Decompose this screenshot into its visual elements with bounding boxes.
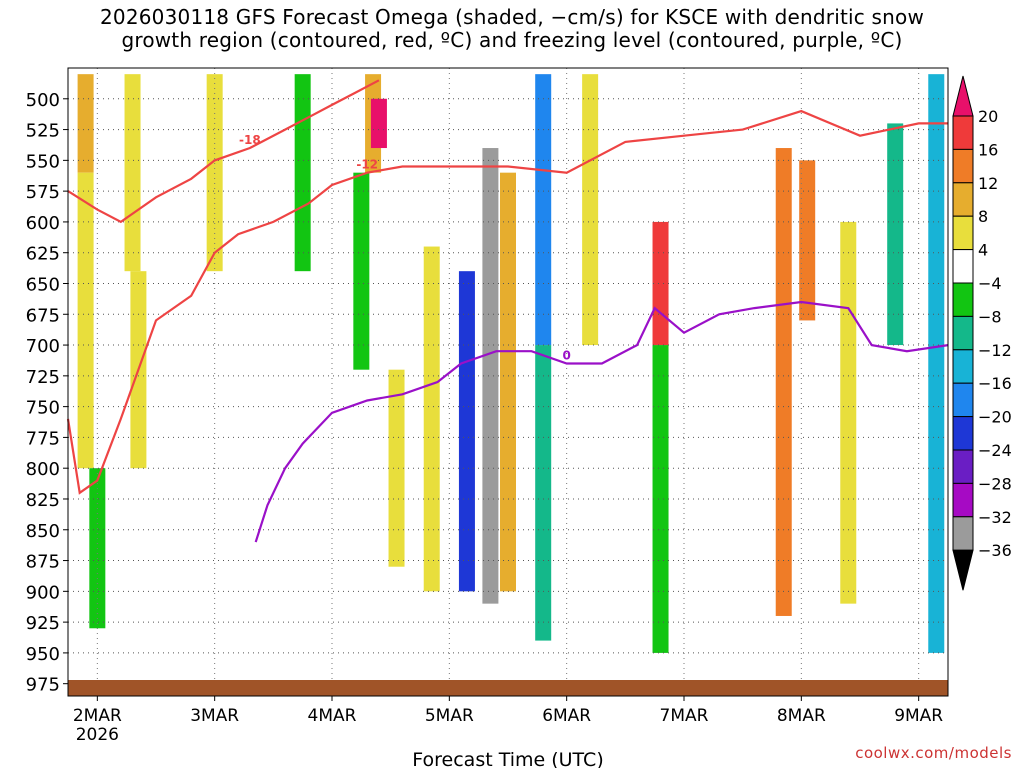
y-tick-label-0: 500	[26, 90, 60, 111]
terrain-band	[68, 680, 948, 696]
x-axis: 2MAR 3MAR 4MAR 5MAR 6MAR 7MAR 8MAR 9MAR 2026	[73, 696, 943, 745]
colorbar: 20 16 12 8 4 −4 −8 −12 −16 −20 −24 −28 −32 −36	[952, 75, 1012, 591]
y-tick-label-18: 950	[26, 644, 60, 665]
colorbar-segment-1	[952, 115, 974, 150]
omega-cell-18	[652, 221, 669, 346]
x-tick-label-2: 4MAR	[308, 706, 357, 726]
contour-line-1	[66, 109, 948, 495]
contour-line-2	[254, 300, 949, 543]
plot-frame	[67, 67, 949, 697]
colorbar-segment-8	[952, 349, 974, 384]
colorbar-segment-9	[952, 382, 974, 418]
colorbar-segment-11	[952, 449, 974, 484]
y-tick-label-4: 600	[26, 213, 60, 234]
credit-text: coolwx.com/models	[855, 744, 1012, 762]
y-tick-label-16: 900	[26, 582, 60, 603]
omega-cell-20	[775, 148, 792, 616]
colorbar-segment-5	[952, 249, 974, 284]
omega-cell-22	[840, 221, 857, 604]
title-line-1: 2026030118 GFS Forecast Omega (shaded, −…	[99, 5, 925, 29]
colorbar-label-7: −12	[978, 341, 1012, 360]
colorbar-segment-12	[952, 482, 974, 518]
contour-line-0	[67, 79, 380, 224]
chart-title: 2026030118 GFS Forecast Omega (shaded, −…	[0, 6, 1024, 52]
colorbar-segment-2	[952, 148, 974, 184]
y-tick-label-1: 525	[26, 121, 60, 142]
x-tick-sublabel: 2026	[76, 725, 119, 745]
omega-cell-1	[77, 172, 94, 469]
colorbar-segment-7	[952, 315, 974, 351]
omega-cell-11	[423, 246, 440, 592]
colorbar-label-0: 20	[978, 107, 998, 126]
omega-cell-24	[928, 74, 945, 653]
contour-layer: -18 -12 0	[66, 79, 949, 543]
omega-cell-0	[77, 74, 94, 173]
x-tick-label-5: 7MAR	[660, 706, 709, 726]
omega-cell-2	[124, 74, 141, 272]
omega-cell-9	[353, 172, 370, 370]
omega-cell-6	[294, 74, 311, 272]
y-tick-label-3: 575	[26, 182, 60, 203]
colorbar-label-11: −28	[978, 474, 1012, 493]
title-line-2: growth region (contoured, red, ºC) and f…	[121, 28, 903, 52]
y-tick-label-14: 850	[26, 521, 60, 542]
x-tick-label-3: 5MAR	[425, 706, 474, 726]
x-tick-label-0: 2MAR	[73, 706, 122, 726]
omega-cell-13	[482, 148, 499, 604]
contour-label-2: 0	[562, 349, 570, 363]
contour-label-0: -18	[239, 133, 261, 147]
y-tick-label-17: 925	[26, 613, 60, 634]
x-tick-label-6: 8MAR	[777, 706, 826, 726]
omega-cell-14	[500, 172, 516, 592]
y-tick-label-12: 800	[26, 459, 60, 480]
omega-shading-layer	[77, 74, 945, 653]
colorbar-label-12: −32	[978, 508, 1012, 527]
omega-cell-16	[535, 345, 552, 641]
colorbar-label-13: −36	[978, 541, 1012, 560]
y-tick-label-15: 875	[26, 552, 60, 573]
colorbar-segment-6	[952, 282, 974, 317]
y-tick-label-19: 975	[26, 675, 60, 696]
y-tick-label-7: 675	[26, 305, 60, 326]
omega-cell-8	[370, 98, 387, 149]
x-tick-label-4: 6MAR	[542, 706, 591, 726]
y-tick-label-11: 775	[26, 428, 60, 449]
contour-label-1: -12	[356, 158, 378, 172]
x-axis-label: Forecast Time (UTC)	[412, 749, 603, 768]
y-tick-label-5: 625	[26, 244, 60, 265]
y-axis: 500 525 550 575 600 625 650 675 700 725 750 775 800 8…	[26, 90, 68, 696]
omega-cell-12	[458, 271, 475, 592]
colorbar-segment-3	[952, 182, 974, 217]
y-tick-label-10: 750	[26, 398, 60, 419]
x-tick-label-7: 9MAR	[894, 706, 943, 726]
colorbar-label-2: 12	[978, 174, 998, 193]
colorbar-label-6: −8	[978, 307, 1002, 326]
colorbar-label-3: 8	[978, 207, 988, 226]
omega-cell-23	[887, 123, 904, 346]
colorbar-label-5: −4	[978, 274, 1002, 293]
colorbar-label-10: −24	[978, 441, 1012, 460]
omega-cell-21	[799, 160, 816, 321]
omega-cell-10	[388, 369, 405, 567]
colorbar-label-1: 16	[978, 140, 998, 159]
colorbar-label-8: −16	[978, 374, 1012, 393]
y-tick-label-6: 650	[26, 274, 60, 295]
y-tick-label-13: 825	[26, 490, 60, 511]
colorbar-segment-10	[952, 416, 974, 451]
colorbar-segment-4	[952, 215, 974, 251]
colorbar-label-4: 4	[978, 241, 988, 260]
y-tick-label-2: 550	[26, 151, 60, 172]
colorbar-segment-13	[952, 516, 974, 551]
x-tick-label-1: 3MAR	[190, 706, 239, 726]
omega-cell-17	[582, 74, 599, 346]
y-tick-label-8: 700	[26, 336, 60, 357]
colorbar-top-arrow	[952, 75, 974, 117]
omega-cell-19	[652, 345, 669, 653]
y-tick-label-9: 725	[26, 367, 60, 388]
colorbar-bottom-arrow	[952, 549, 974, 591]
colorbar-label-9: −20	[978, 408, 1012, 427]
omega-cell-15	[535, 74, 552, 346]
